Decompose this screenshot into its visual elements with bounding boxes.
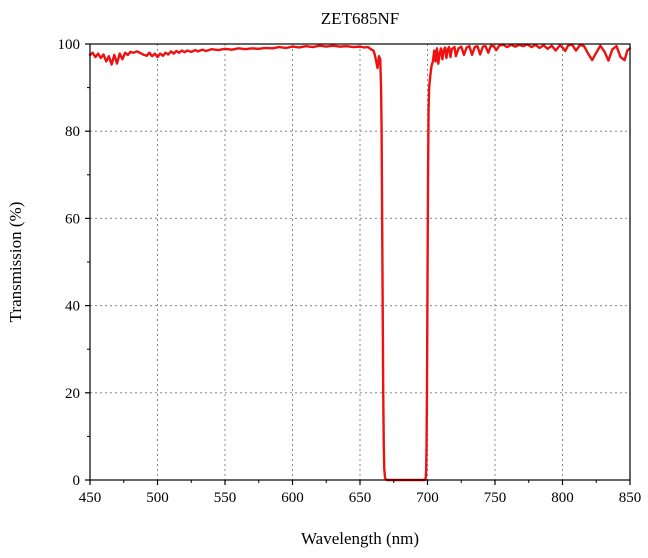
- x-tick-label: 450: [79, 490, 102, 506]
- y-tick-label: 0: [73, 473, 81, 489]
- y-tick-label: 60: [65, 211, 80, 227]
- axis-ticks: 450 500 550 600 650 700 750 800 850 0 20 40 60 80 100: [58, 37, 642, 506]
- y-tick-label: 80: [65, 124, 80, 140]
- grid-lines: [90, 44, 630, 480]
- chart-title: ZET685NF: [321, 9, 399, 28]
- x-tick-label: 650: [349, 490, 372, 506]
- y-tick-label: 20: [65, 386, 80, 402]
- x-tick-label: 700: [416, 490, 439, 506]
- x-tick-label: 600: [281, 490, 304, 506]
- y-tick-label: 40: [65, 299, 80, 315]
- x-tick-label: 500: [146, 490, 169, 506]
- x-tick-label: 800: [551, 490, 574, 506]
- y-axis-label: Transmission (%): [6, 202, 25, 323]
- x-tick-label: 850: [619, 490, 642, 506]
- x-axis-label: Wavelength (nm): [301, 529, 419, 548]
- x-tick-label: 550: [214, 490, 237, 506]
- y-tick-label: 100: [58, 37, 81, 53]
- x-tick-label: 750: [484, 490, 507, 506]
